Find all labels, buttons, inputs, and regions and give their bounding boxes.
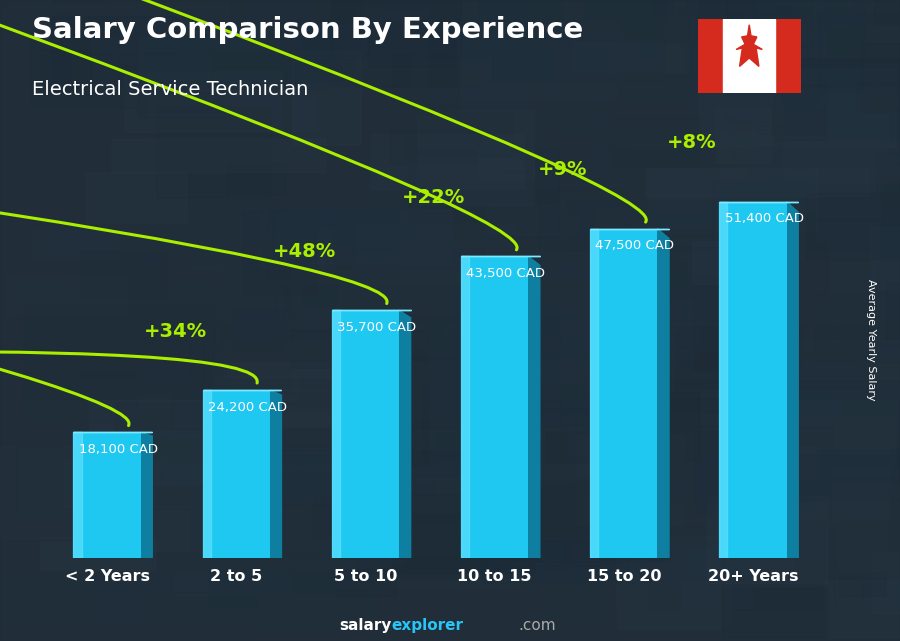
Text: +34%: +34% (144, 322, 207, 340)
Bar (590, 229, 657, 558)
Text: Average Yearly Salary: Average Yearly Salary (866, 279, 877, 401)
Polygon shape (140, 432, 152, 558)
Bar (74, 432, 82, 558)
Text: Salary Comparison By Experience: Salary Comparison By Experience (32, 16, 583, 44)
Polygon shape (657, 229, 669, 558)
Polygon shape (399, 310, 410, 558)
Bar (202, 390, 270, 558)
Bar (719, 202, 727, 558)
Bar (461, 256, 528, 558)
Bar (590, 229, 598, 558)
Text: +8%: +8% (667, 133, 717, 152)
Text: salary: salary (339, 619, 392, 633)
Bar (202, 390, 211, 558)
Polygon shape (736, 25, 762, 67)
Text: 18,100 CAD: 18,100 CAD (78, 443, 158, 456)
Bar (719, 202, 787, 558)
Text: +9%: +9% (538, 160, 588, 179)
Text: 43,500 CAD: 43,500 CAD (466, 267, 545, 280)
Polygon shape (270, 390, 282, 558)
Bar (461, 256, 469, 558)
Bar (332, 310, 399, 558)
Text: Electrical Service Technician: Electrical Service Technician (32, 80, 308, 99)
Bar (775, 19, 801, 93)
Bar (724, 19, 775, 93)
Text: .com: .com (518, 619, 556, 633)
Text: 24,200 CAD: 24,200 CAD (208, 401, 287, 414)
Polygon shape (787, 202, 798, 558)
Text: 47,500 CAD: 47,500 CAD (596, 239, 674, 253)
Text: 35,700 CAD: 35,700 CAD (337, 321, 416, 334)
Text: +22%: +22% (402, 188, 465, 207)
Polygon shape (528, 256, 540, 558)
Text: 51,400 CAD: 51,400 CAD (724, 212, 804, 226)
Text: explorer: explorer (392, 619, 464, 633)
Text: +48%: +48% (273, 242, 336, 261)
Bar (74, 432, 140, 558)
Bar (332, 310, 340, 558)
Bar (698, 19, 724, 93)
